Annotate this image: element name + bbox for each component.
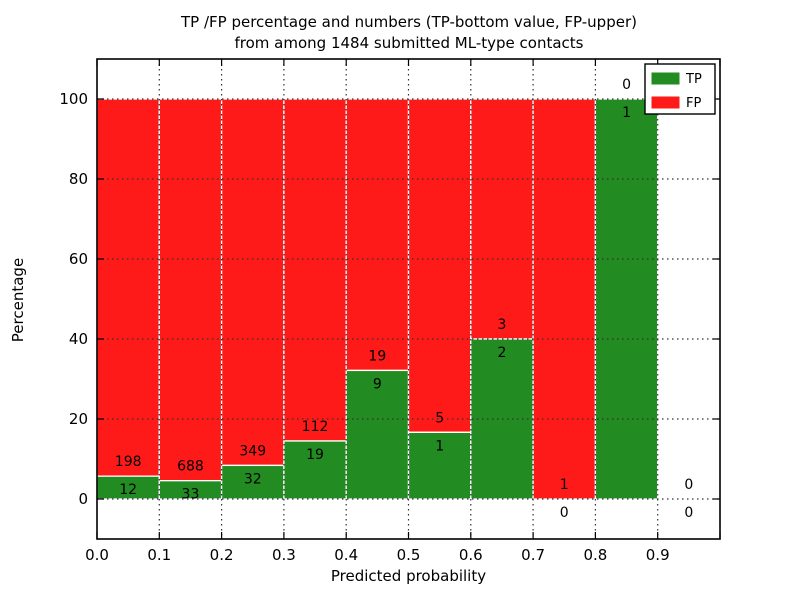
tp-count-label-6: 2	[497, 345, 506, 361]
y-tick-label-0: 0	[78, 490, 88, 508]
fp-count-label-6: 3	[497, 317, 506, 333]
tp-count-label-0: 12	[119, 482, 137, 498]
fp-count-label-7: 1	[560, 477, 569, 493]
x-tick-label-0.3: 0.3	[272, 546, 296, 564]
fp-bar-2	[220, 98, 285, 467]
x-tick-label-0.9: 0.9	[646, 546, 670, 564]
tp-count-label-5: 1	[435, 438, 444, 454]
y-axis-label: Percentage	[9, 257, 27, 343]
x-tick-label-0.5: 0.5	[397, 546, 421, 564]
legend-label-tp: TP	[685, 72, 702, 87]
tp-count-label-2: 32	[244, 471, 262, 487]
fp-bar-5	[407, 98, 472, 433]
fp-count-label-9: 0	[684, 477, 693, 493]
fp-count-label-3: 112	[302, 419, 329, 435]
fp-count-label-4: 19	[368, 348, 386, 364]
chart-title-line1: TP /FP percentage and numbers (TP-bottom…	[181, 13, 637, 31]
tp-bar-6	[470, 338, 534, 500]
fp-bar-0	[96, 98, 160, 477]
fp-bar-6	[470, 98, 534, 340]
x-tick-label-0.0: 0.0	[85, 546, 109, 564]
x-tick-label-0.1: 0.1	[147, 546, 171, 564]
legend-swatch-fp	[651, 96, 680, 109]
y-tick-label-100: 100	[59, 90, 88, 108]
fp-bar-4	[345, 98, 410, 372]
legend-label-fp: FP	[686, 96, 701, 111]
tp-count-label-8: 1	[622, 105, 631, 121]
fp-count-label-1: 688	[177, 459, 204, 475]
x-tick-label-0.8: 0.8	[583, 546, 607, 564]
tp-count-label-1: 33	[182, 487, 200, 503]
x-tick-label-0.6: 0.6	[459, 546, 483, 564]
tp-count-label-9: 0	[684, 505, 693, 521]
y-tick-label-40: 40	[69, 330, 88, 348]
fp-bar-1	[158, 98, 223, 482]
x-axis-label: Predicted probability	[330, 567, 487, 585]
fp-count-label-0: 198	[115, 454, 142, 470]
fp-bar-7	[532, 98, 597, 500]
x-tick-label-0.2: 0.2	[210, 546, 234, 564]
tp-count-label-7: 0	[560, 505, 569, 521]
tp-bar-2	[220, 464, 285, 500]
y-tick-label-60: 60	[69, 250, 88, 268]
fp-count-label-2: 349	[239, 443, 266, 459]
fp-count-label-8: 0	[622, 77, 631, 93]
y-tick-label-20: 20	[69, 410, 88, 428]
tp-bar-8	[594, 98, 659, 500]
fp-bar-3	[283, 98, 347, 442]
fp-count-label-5: 5	[435, 410, 444, 426]
chart-title: TP /FP percentage and numbers (TP-bottom…	[9, 12, 800, 54]
tp-bar-4	[345, 369, 410, 500]
y-tick-label-80: 80	[69, 170, 88, 188]
legend-swatch-tp	[651, 72, 680, 85]
x-tick-label-0.4: 0.4	[334, 546, 358, 564]
tp-count-label-4: 9	[373, 376, 382, 392]
chart-title-line2: from among 1484 submitted ML-type contac…	[234, 34, 584, 52]
tp-count-label-3: 19	[306, 447, 324, 463]
x-tick-label-0.7: 0.7	[521, 546, 545, 564]
